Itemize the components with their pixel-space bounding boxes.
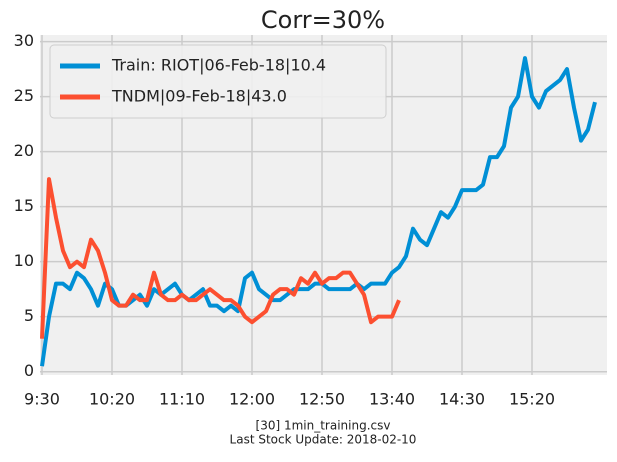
- legend-label: Train: RIOT|06-Feb-18|10.4: [111, 56, 326, 75]
- x-tick-label: 9:30: [24, 390, 60, 409]
- footer: Last Stock Update: 2018-02-10: [230, 433, 417, 447]
- legend-label: TNDM|09-Feb-18|43.0: [111, 87, 287, 106]
- x-tick-label: 12:00: [229, 390, 275, 409]
- chart-title: Corr=30%: [261, 6, 385, 34]
- footer: [30] 1min_training.csv: [256, 419, 391, 433]
- y-tick-label: 30: [14, 31, 34, 50]
- series-line: [40, 56, 597, 367]
- y-tick-label: 0: [24, 361, 34, 380]
- y-tick-label: 10: [14, 251, 34, 270]
- x-tick-label: 13:40: [369, 390, 415, 409]
- x-tick-label: 15:20: [509, 390, 555, 409]
- y-tick-label: 20: [14, 141, 34, 160]
- y-tick-label: 25: [14, 86, 34, 105]
- legend-box: [49, 44, 387, 119]
- x-tick-label: 11:10: [159, 390, 205, 409]
- x-tick-label: 12:50: [299, 390, 345, 409]
- y-tick-label: 15: [14, 196, 34, 215]
- y-tick-label: 5: [24, 306, 34, 325]
- x-tick-label: 10:20: [89, 390, 135, 409]
- series-line: [40, 177, 401, 339]
- x-tick-label: 14:30: [439, 390, 485, 409]
